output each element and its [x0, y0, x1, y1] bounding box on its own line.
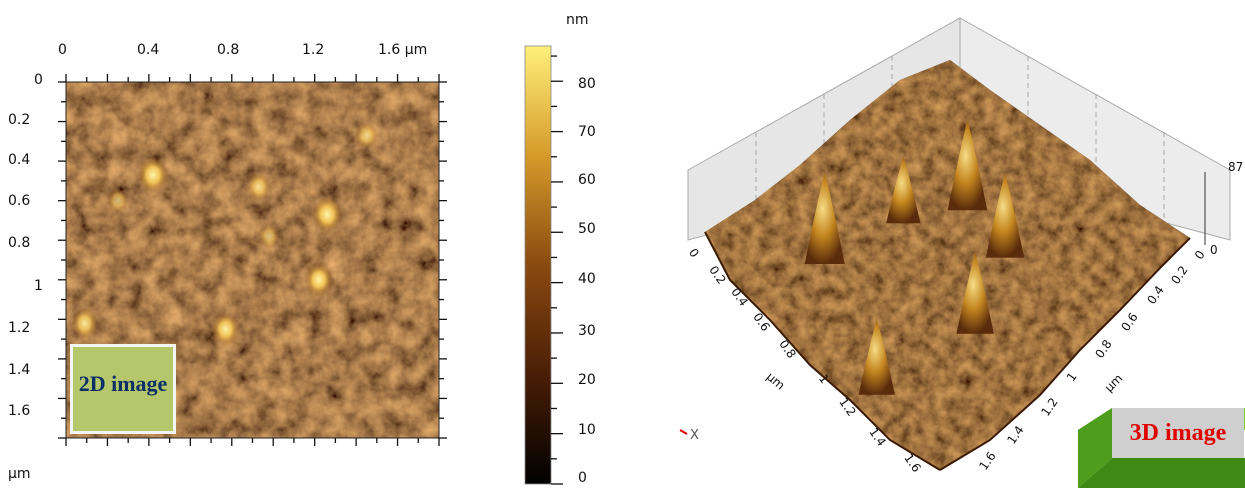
colorbar-tick-80: 80 — [578, 76, 596, 92]
colorbar-unit: nm — [566, 12, 589, 28]
y-tick-label-2: 0.4 — [8, 152, 31, 168]
colorbar-tick-60: 60 — [578, 172, 596, 188]
afm-3d-panel — [679, 17, 1231, 471]
y-axis-unit: µm — [8, 466, 31, 482]
afm-2d-feature-7 — [106, 187, 129, 214]
afm-2d-feature-0 — [137, 156, 169, 194]
tag-bevel-side — [1078, 408, 1112, 488]
x-tick-label-4: 1.6 µm — [378, 42, 428, 58]
colorbar-tick-10: 10 — [578, 422, 596, 438]
surface-front-edge-right — [939, 237, 1191, 471]
colorbar-tick-70: 70 — [578, 124, 596, 140]
afm-2d-feature-3 — [211, 312, 240, 346]
y-tick-label-4: 0.8 — [8, 235, 31, 251]
afm-3d-peak-4 — [858, 318, 895, 395]
x-tick-label-3: 1.2 — [302, 42, 325, 58]
y-tick-label-5: 1 — [34, 278, 43, 294]
y-tick-label-3: 0.6 — [8, 193, 31, 209]
afm-2d-feature-4 — [71, 307, 98, 340]
surface-front-edge-left — [704, 231, 941, 471]
afm-2d-x-tick-marks — [65, 74, 440, 446]
afm-2d-feature-1 — [312, 196, 343, 233]
tag-bevel-bottom — [1078, 458, 1245, 488]
colorbar-tick-50: 50 — [578, 221, 596, 237]
colorbar — [525, 46, 551, 484]
afm-3d-peak-3 — [956, 252, 994, 334]
afm-2d-feature-8 — [258, 223, 280, 249]
x-tick-label-0: 0 — [58, 42, 67, 58]
2d-image-label: 2D image — [70, 344, 176, 434]
afm-2d-feature-5 — [246, 172, 271, 202]
afm-2d-feature-6 — [354, 121, 378, 150]
afm-2d-panel — [58, 45, 563, 485]
z-tick-top: 87 — [1228, 160, 1244, 174]
x-tick-label-1: 0.4 — [137, 42, 160, 58]
colorbar-frame — [524, 45, 552, 485]
afm-2d-features — [71, 121, 378, 346]
afm-3d-peaks — [804, 119, 1025, 395]
colorbar-tick-30: 30 — [578, 323, 596, 339]
x-tick-label-2: 0.8 — [217, 42, 240, 58]
3d-image-label: 3D image — [1112, 408, 1244, 458]
y-tick-label-7: 1.4 — [8, 362, 31, 378]
colorbar-tick-40: 40 — [578, 271, 596, 287]
afm-3d-peak-5 — [886, 156, 921, 224]
afm-3d-peak-0 — [804, 172, 845, 265]
origin-marker-arrow — [679, 429, 688, 435]
y-tick-label-8: 1.6 — [8, 403, 31, 419]
y-tick-label-0: 0 — [34, 72, 43, 88]
colorbar-tick-marks — [551, 55, 563, 485]
colorbar-tick-0: 0 — [578, 470, 587, 486]
afm-2d-y-tick-marks — [58, 81, 447, 439]
y-tick-label-6: 1.2 — [8, 320, 31, 336]
afm-2d-feature-2 — [304, 262, 334, 297]
afm-3d-peak-1 — [947, 119, 988, 211]
colorbar-tick-20: 20 — [578, 372, 596, 388]
y-tick-label-1: 0.2 — [8, 112, 31, 128]
z-tick-bottom: 0 — [1210, 243, 1218, 257]
origin-x-label: X — [690, 428, 699, 443]
afm-3d-peak-2 — [985, 172, 1025, 258]
